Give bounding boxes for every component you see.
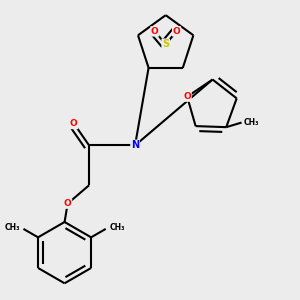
Text: CH₃: CH₃ [110, 223, 125, 232]
Text: CH₃: CH₃ [244, 118, 260, 127]
Text: O: O [173, 27, 180, 36]
Text: O: O [151, 27, 159, 36]
Text: O: O [64, 199, 71, 208]
Text: S: S [162, 39, 169, 49]
Text: O: O [183, 92, 191, 101]
Text: N: N [131, 140, 139, 150]
Text: CH₃: CH₃ [4, 223, 20, 232]
Text: O: O [70, 119, 78, 128]
